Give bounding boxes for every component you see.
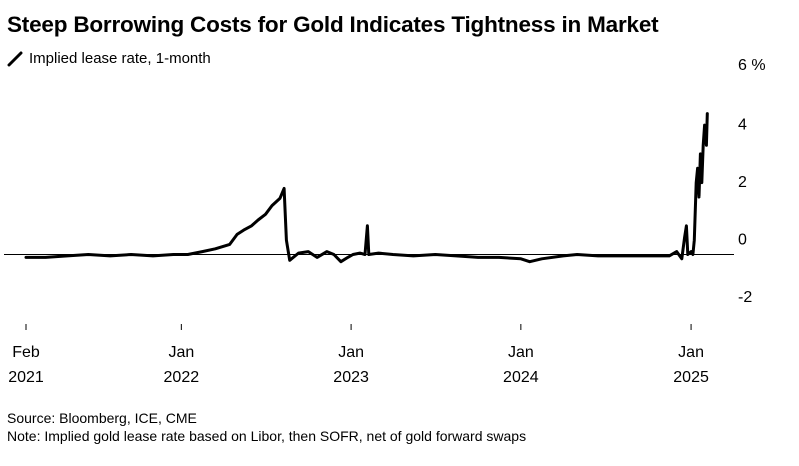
x-tick-label: 2022 xyxy=(164,369,200,386)
x-tick-label: Feb xyxy=(12,344,40,361)
source-note: Source: Bloomberg, ICE, CME xyxy=(7,410,197,426)
x-tick-label: Jan xyxy=(338,344,364,361)
legend: Implied lease rate, 1-month xyxy=(7,50,211,67)
x-tick-label: 2025 xyxy=(673,369,709,386)
y-tick-label: 0 xyxy=(738,232,747,249)
method-note: Note: Implied gold lease rate based on L… xyxy=(7,428,527,444)
x-tick-label: Jan xyxy=(168,344,194,361)
legend-label: Implied lease rate, 1-month xyxy=(29,50,211,67)
line-chart: Feb 2021 Jan 2022 Jan 2023 Jan 2024 Jan 2025 6 % 4… xyxy=(4,57,766,386)
y-tick-label: -2 xyxy=(738,289,752,306)
x-tick-label: 2024 xyxy=(503,369,539,386)
y-tick-label: 2 xyxy=(738,174,747,191)
x-tick-label: 2021 xyxy=(8,369,44,386)
x-tick-label: 2023 xyxy=(333,369,369,386)
series-line xyxy=(24,112,709,264)
x-tick-label: Jan xyxy=(678,344,704,361)
chart-title: Steep Borrowing Costs for Gold Indicates… xyxy=(7,12,659,37)
y-tick-label: 4 xyxy=(738,117,747,134)
y-tick-label: 6 % xyxy=(738,57,766,74)
line-swatch-icon xyxy=(7,51,23,66)
x-tick-label: Jan xyxy=(508,344,534,361)
